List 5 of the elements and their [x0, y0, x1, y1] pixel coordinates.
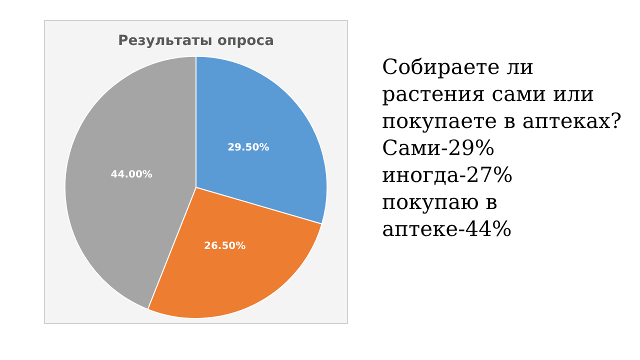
- text: Собираете ли растения сами или покупаете в аптеках? Сами-29% иногда-27% покупаю в аптеке-44%: [382, 54, 622, 243]
- data-label: 29.50%: [228, 142, 270, 154]
- data-label: 26.50%: [204, 240, 246, 252]
- chart-title: Результаты опроса: [118, 33, 274, 50]
- data-label: 44.00%: [110, 170, 152, 181]
